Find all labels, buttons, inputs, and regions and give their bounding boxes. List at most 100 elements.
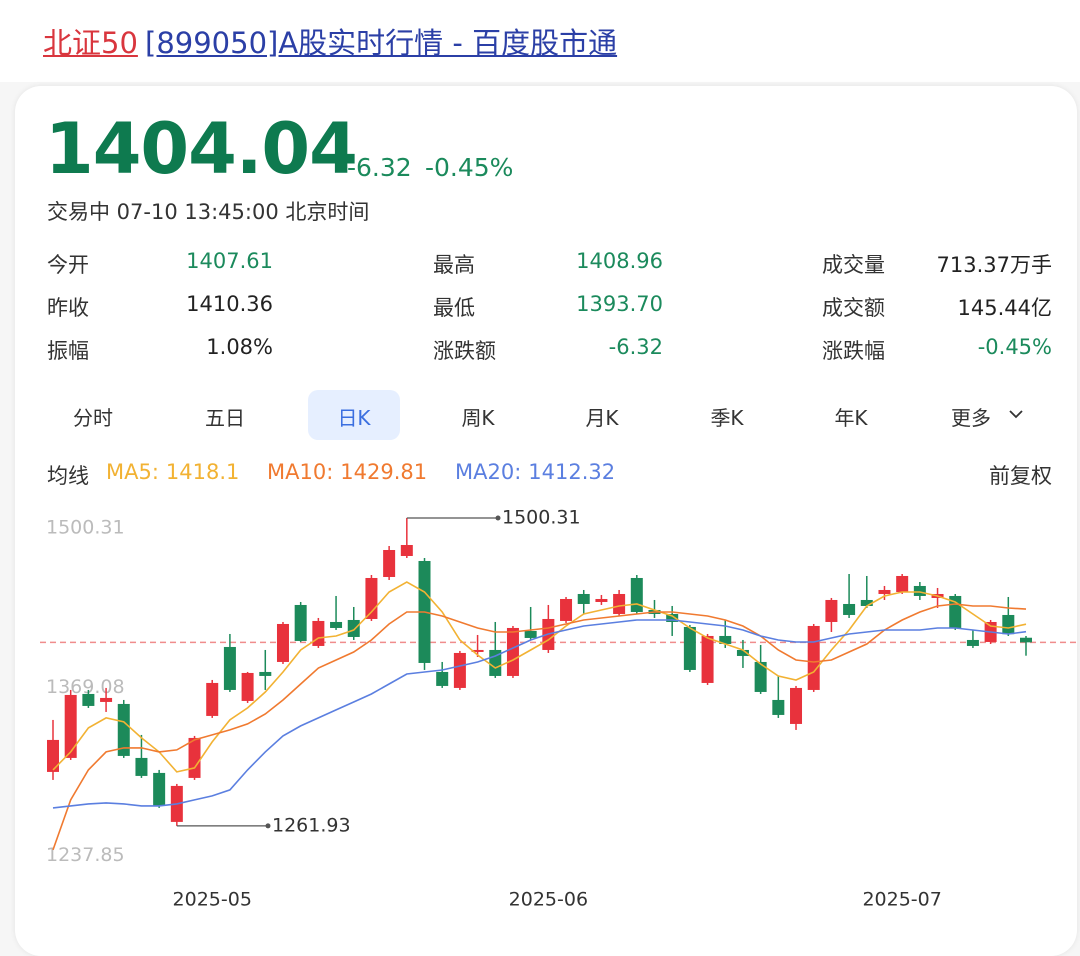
candle-body [790, 687, 803, 724]
candle-body [453, 652, 466, 688]
candle-body [471, 649, 484, 652]
ma-line [52, 581, 1027, 773]
legend-value: 1429.81 [340, 460, 428, 484]
candle-body [772, 699, 785, 715]
title-link[interactable]: 北证50 [43, 26, 138, 60]
tab[interactable]: 五日 [205, 406, 245, 430]
candle-body [223, 646, 236, 690]
legend-name: MA20: [455, 460, 522, 484]
candle-body [506, 627, 519, 676]
candle-body [383, 549, 396, 577]
stat-value: 1407.61 [186, 249, 273, 273]
annotation-label: 1500.31 [502, 507, 581, 529]
annotation-dot [495, 515, 501, 521]
candle-body [64, 694, 77, 758]
candle-body [117, 703, 130, 756]
annotation-dot [265, 823, 271, 829]
legend-name: MA10: [267, 460, 334, 484]
candle-body [524, 630, 537, 638]
stat-label: 成交额 [822, 296, 885, 320]
candle-body [100, 697, 113, 702]
title-link[interactable]: [899050]A股实时行情 - 百度股市通 [145, 26, 618, 60]
page: 北证50 [899050]A股实时行情 - 百度股市通 1404.04 -6.3… [0, 0, 1080, 911]
y-tick-label: 1500.31 [46, 517, 125, 539]
legend-item: MA5: 1418.1 [106, 460, 239, 484]
price: 1404.04 [45, 108, 358, 190]
candle-body [153, 772, 166, 806]
candle-body [241, 672, 254, 701]
candle-body [896, 575, 909, 592]
candle-body [276, 623, 289, 662]
annotation-label: 1261.93 [272, 814, 351, 836]
ma-line [52, 619, 1027, 809]
stat-value: 1410.36 [186, 292, 273, 316]
status: 交易中 07-10 13:45:00 北京时间 [47, 200, 370, 224]
chevron-icon [1009, 410, 1023, 419]
header: 北证50 [899050]A股实时行情 - 百度股市通 [0, 0, 1080, 82]
candle-body [312, 620, 325, 646]
tab[interactable]: 日K [337, 406, 371, 430]
candle-body [47, 739, 59, 772]
candle-body [683, 626, 696, 670]
stat-label: 成交量 [822, 253, 885, 277]
stat-value: 713.37万手 [936, 253, 1052, 277]
candle-body [860, 599, 873, 606]
stat-value: -6.32 [608, 335, 663, 359]
candle-body [577, 593, 590, 604]
stat-label: 涨跌幅 [822, 339, 885, 363]
tab[interactable]: 年K [834, 406, 868, 430]
y-tick-label: 1369.08 [46, 676, 125, 698]
candle-body [330, 621, 343, 628]
stat-value: 1.08% [206, 335, 273, 359]
candle-body [719, 635, 732, 644]
candle-body [188, 737, 201, 778]
candle-body [560, 598, 573, 621]
candle-body [294, 604, 307, 641]
legend-value: 1418.1 [165, 460, 240, 484]
candle-body [400, 544, 413, 556]
candle-body [82, 693, 95, 706]
y-tick-label: 1237.85 [46, 844, 125, 866]
change-pct: -0.45% [425, 153, 514, 182]
candle-body [966, 639, 979, 646]
stat-value: 145.44亿 [957, 296, 1052, 320]
chart: 1237.85 1369.08 1500.31 2025-05 2025-06 2025-… [40, 507, 1080, 911]
tab[interactable]: 分时 [73, 406, 113, 430]
ma-line [52, 603, 1027, 851]
candle-body [913, 585, 926, 596]
stat-label: 最高 [433, 253, 475, 277]
candle-body [436, 671, 449, 686]
x-tick-label: 2025-05 [173, 889, 252, 911]
candle-body [843, 603, 856, 615]
change: -6.32 [347, 153, 412, 182]
candle-body [807, 625, 820, 690]
x-tick-label: 2025-07 [862, 889, 941, 911]
candle-body [347, 619, 360, 637]
tab[interactable]: 季K [710, 406, 744, 430]
candle-body [701, 635, 714, 683]
active-tab-bg [308, 390, 400, 440]
tab[interactable]: 周K [461, 406, 495, 430]
candle-body [825, 599, 838, 622]
candle-body [736, 649, 749, 656]
candle-body [135, 757, 148, 776]
stat-label: 振幅 [47, 339, 89, 363]
stat-value: 1408.96 [576, 249, 663, 273]
candle-body [754, 661, 767, 692]
legend-item: MA20: 1412.32 [455, 460, 615, 484]
stat-label: 涨跌额 [433, 339, 496, 363]
adjust-label[interactable]: 前复权 [989, 464, 1052, 488]
tab[interactable]: 更多 [951, 406, 991, 430]
candle-body [666, 613, 679, 622]
candle-body [878, 589, 891, 594]
stat-value: -0.45% [977, 335, 1052, 359]
candle-body [206, 682, 219, 716]
stat-label: 昨收 [47, 296, 89, 320]
tab[interactable]: 月K [585, 406, 619, 430]
candle-body [1002, 614, 1015, 635]
candle-body [630, 577, 643, 612]
ma-label: 均线 [47, 464, 89, 488]
stat-value: 1393.70 [576, 292, 663, 316]
legend-name: MA5: [106, 460, 159, 484]
legend-item: MA10: 1429.81 [267, 460, 427, 484]
